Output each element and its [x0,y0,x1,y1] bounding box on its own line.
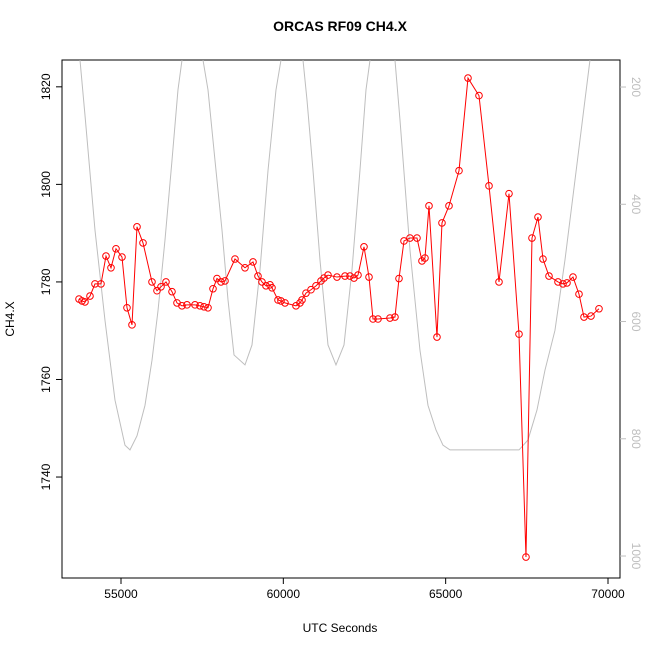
data-point [595,304,603,313]
data-point [360,243,368,251]
data-point [153,286,161,295]
data-point [258,278,266,286]
data-point [298,296,306,304]
x-tick-label: 70000 [591,587,625,601]
data-point [539,255,547,263]
data-point [475,91,483,100]
data-line [78,76,600,558]
data-point [312,282,320,290]
data-point [81,298,89,306]
data-point [534,213,542,221]
data-point [495,278,503,286]
data-point [324,271,332,279]
data-point [587,312,595,320]
data-point [191,301,199,309]
data-point [559,280,567,288]
y-tick-label: 1780 [39,268,53,295]
data-point [395,274,403,283]
y2-tick-label: 600 [629,312,643,332]
plot-frame [61,59,621,579]
data-point [91,280,99,288]
data-point [133,223,141,231]
data-point [369,315,377,323]
data-point [204,303,212,312]
data-point [354,271,362,279]
data-point [575,290,583,298]
data-point [162,278,170,286]
data-point [268,283,276,292]
data-point [528,234,536,242]
data-point [128,321,136,329]
data-point [183,301,191,309]
data-point [148,278,156,286]
data-point [123,303,131,312]
data-point [464,74,472,82]
chart-title: ORCAS RF09 CH4.X [273,18,407,34]
data-point [365,273,373,281]
data-point [455,166,463,175]
data-point [249,258,257,266]
data-point [425,202,433,210]
data-point [386,314,394,322]
data-point [522,553,530,561]
x-tick-label: 55000 [104,587,138,601]
data-point [178,302,186,310]
data-point [254,272,262,280]
y2-tick-label: 400 [629,194,643,214]
data-point [333,273,341,281]
data-point [157,283,165,291]
y-tick-label: 1800 [39,171,53,198]
y-tick-label: 1820 [39,73,53,100]
data-point [209,284,217,293]
data-point [307,285,315,294]
y-axis-label: CH4.X [3,301,17,336]
data-point [86,292,94,300]
data-point [346,272,354,280]
data-point [139,239,147,247]
data-point [400,237,408,245]
y2-tick-label: 200 [629,77,643,97]
y2-tick-label: 800 [629,429,643,449]
x-tick-label: 60000 [267,587,301,601]
data-point [545,272,553,280]
data-point [505,189,513,198]
data-point [580,313,588,321]
x-axis-label: UTC Seconds [303,621,378,635]
x-tick-label: 65000 [429,587,463,601]
data-point [563,279,571,287]
y-tick-label: 1740 [39,463,53,490]
data-point [515,330,523,338]
data-point [391,313,399,321]
data-point [421,254,429,262]
data-point [281,299,289,307]
data-point [341,272,349,280]
data-point [102,252,110,260]
data-point [112,244,120,253]
data-point [200,303,208,311]
data-point [554,278,562,286]
y2-tick-label: 1000 [629,543,643,570]
data-point [196,302,204,310]
data-point [485,182,493,190]
plot-area [75,60,603,561]
data-point [433,333,441,341]
data-point [438,219,446,227]
data-point [374,315,382,323]
data-point [221,277,229,285]
data-point [118,253,126,261]
data-point [241,263,249,272]
data-point [168,287,176,296]
data-point [277,297,285,305]
data-point [413,234,421,242]
y-tick-label: 1760 [39,366,53,393]
data-point [97,280,105,288]
pressure-line [79,60,591,451]
data-point [302,289,310,297]
data-point [569,273,577,281]
data-point [445,202,453,210]
data-point [107,263,115,272]
data-point [231,255,239,263]
data-point [217,278,225,286]
